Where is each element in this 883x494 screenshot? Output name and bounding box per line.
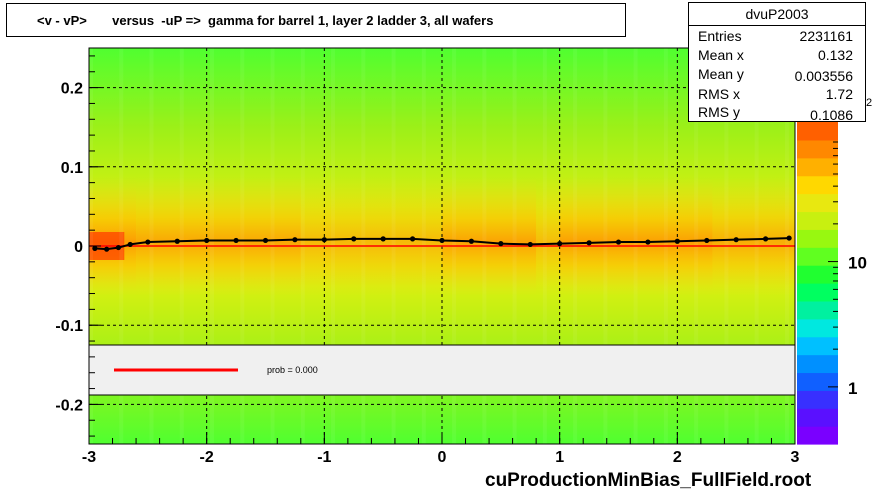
- title-box: <v - vP> versus -uP => gamma for barrel …: [6, 3, 626, 37]
- x-tick-label: -2: [200, 449, 214, 466]
- x-tick-label: -3: [82, 449, 96, 466]
- profile-point: [527, 241, 533, 248]
- profile-point: [262, 237, 269, 244]
- y-tick-label: 0.2: [61, 81, 83, 98]
- colorbar-cell: [797, 354, 838, 374]
- profile-point: [645, 239, 651, 245]
- stats-value-mean-y: 0.003556: [794, 68, 853, 84]
- x-tick-label: -1: [317, 449, 331, 466]
- colorbar-cell: [797, 390, 838, 409]
- profile-point: [380, 236, 386, 242]
- colorbar-tick-label: 1: [848, 379, 857, 398]
- colorbar-cell: [797, 139, 838, 159]
- profile-point: [233, 237, 239, 244]
- profile-point: [733, 237, 739, 243]
- stats-value-entries: 2231161: [799, 28, 853, 44]
- stats-value-rms-x: 1.72: [825, 86, 853, 102]
- stats-label-rms-y: RMS y: [698, 104, 740, 120]
- colorbar-tick-label: 10: [848, 254, 867, 273]
- colorbar-cell: [797, 372, 838, 391]
- y-tick-label: 0.1: [61, 160, 83, 177]
- stats-name: dvuP2003: [745, 6, 809, 22]
- profile-point: [115, 244, 122, 251]
- colorbar-cell: [797, 426, 838, 445]
- stats-label-rms-x: RMS x: [698, 86, 740, 102]
- stats-value-mean-x: 0.132: [817, 47, 853, 63]
- stats-box: dvuP2003 Entries 2231161 Mean x 0.132 Me…: [688, 2, 866, 123]
- profile-point: [557, 241, 563, 247]
- profile-point: [786, 235, 792, 241]
- axes: -3 -2 -1 0 1 2 3 -0.2 -0.1 0 0.1 0.2: [55, 47, 800, 466]
- profile-point: [127, 241, 133, 248]
- profile-point: [174, 238, 180, 244]
- y-tick-label: -0.2: [55, 397, 83, 414]
- source-file-label: cuProductionMinBias_FullField.root: [485, 470, 812, 491]
- colorbar-cell: [797, 122, 838, 141]
- colorbar-cell: [797, 300, 838, 320]
- profile-point: [674, 238, 680, 244]
- colorbar-cell: [797, 336, 838, 356]
- heatmap-band: [559, 176, 713, 296]
- colorbar-cell: [797, 229, 838, 248]
- profile-point: [439, 237, 445, 244]
- colorbar-cell: [797, 247, 838, 266]
- heatmap-band: [442, 176, 537, 296]
- stats-label-mean-x: Mean x: [698, 47, 744, 63]
- profile-point: [468, 238, 475, 244]
- y-tick-label: -0.1: [55, 318, 83, 335]
- x-tick-label: 2: [673, 449, 682, 466]
- legend-label: prob = 0.000: [267, 365, 318, 375]
- profile-series: [89, 235, 795, 252]
- plot-title: <v - vP> versus -uP => gamma for barrel …: [37, 13, 494, 28]
- profile-point: [351, 236, 357, 242]
- x-tick-label: 0: [438, 449, 447, 466]
- x-tick-label: 3: [791, 449, 800, 466]
- colorbar-exponent: 2: [866, 97, 872, 109]
- profile-point: [615, 239, 622, 245]
- stats-divider: [689, 25, 865, 26]
- heatmap-band: [300, 176, 442, 296]
- legend-box: prob = 0.000: [88, 344, 796, 396]
- colorbar-cell: [797, 157, 838, 177]
- stats-label-entries: Entries: [698, 28, 742, 44]
- heatmap-band: [536, 176, 560, 296]
- colorbar-cell: [797, 211, 838, 230]
- profile-point: [104, 246, 110, 252]
- color-bar: 1 10 2: [797, 97, 872, 445]
- colorbar-cell: [797, 283, 838, 302]
- profile-point: [321, 237, 327, 243]
- profile-point: [704, 237, 710, 244]
- profile-point: [586, 240, 592, 246]
- colorbar-cell: [797, 408, 838, 427]
- heatmap-band: [136, 176, 301, 296]
- stats-value-rms-y: 0.1086: [810, 107, 853, 123]
- colorbar-cell: [797, 265, 838, 284]
- colorbar-cell: [797, 193, 838, 213]
- profile-point: [292, 237, 298, 243]
- heatmap-band: [712, 176, 795, 296]
- x-tick-label: 1: [555, 449, 564, 466]
- profile-point: [92, 245, 98, 251]
- profile-point: [498, 241, 504, 247]
- profile-point: [204, 237, 210, 244]
- profile-point: [762, 236, 769, 242]
- profile-point: [145, 239, 151, 245]
- y-tick-label: 0: [74, 239, 83, 256]
- colorbar-cell: [797, 175, 838, 195]
- colorbar-cell: [797, 318, 838, 338]
- profile-point: [409, 236, 416, 242]
- stats-label-mean-y: Mean y: [698, 66, 744, 82]
